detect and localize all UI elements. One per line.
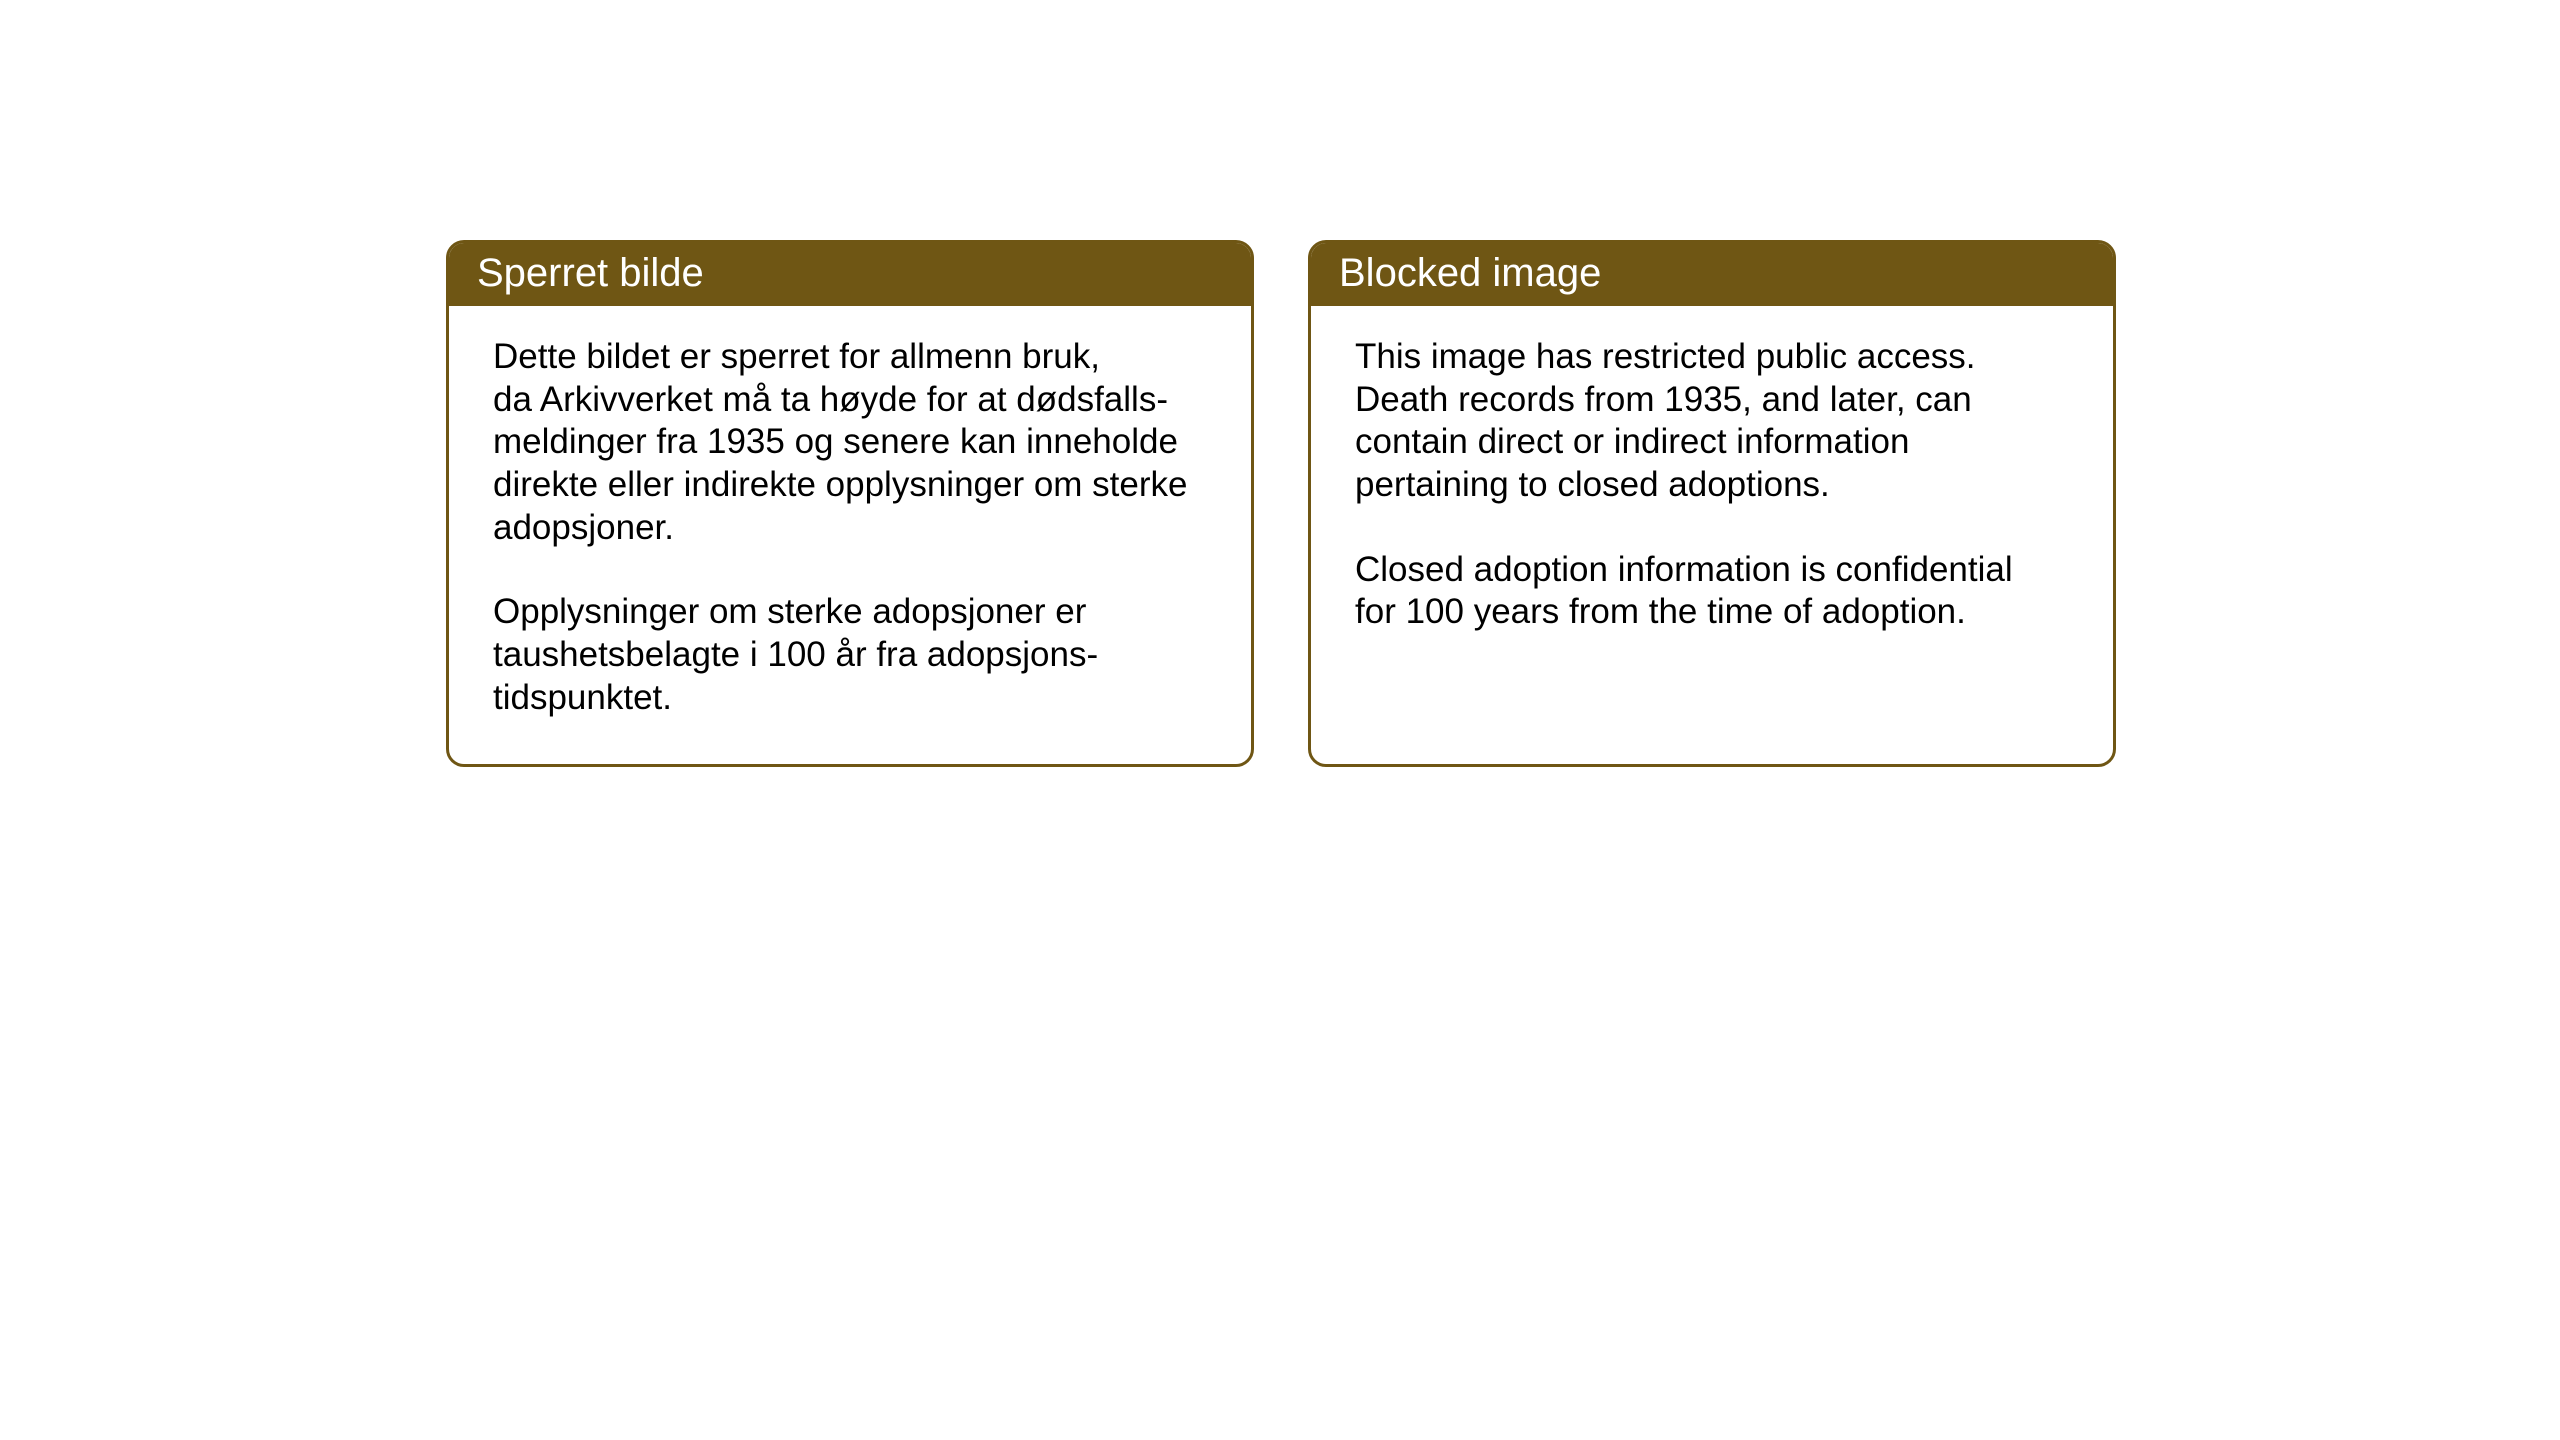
english-paragraph-2: Closed adoption information is confident…: [1355, 549, 2069, 634]
text-line: for 100 years from the time of adoption.: [1355, 591, 2069, 634]
norwegian-notice-body: Dette bildet er sperret for allmenn bruk…: [449, 306, 1251, 764]
english-notice-header: Blocked image: [1311, 243, 2113, 306]
norwegian-notice-box: Sperret bilde Dette bildet er sperret fo…: [446, 240, 1254, 767]
english-paragraph-1: This image has restricted public access.…: [1355, 336, 2069, 507]
english-notice-body: This image has restricted public access.…: [1311, 306, 2113, 678]
norwegian-notice-header: Sperret bilde: [449, 243, 1251, 306]
text-line: tidspunktet.: [493, 677, 1207, 720]
notice-container: Sperret bilde Dette bildet er sperret fo…: [0, 0, 2560, 767]
text-line: This image has restricted public access.: [1355, 336, 2069, 379]
norwegian-paragraph-1: Dette bildet er sperret for allmenn bruk…: [493, 336, 1207, 549]
text-line: direkte eller indirekte opplysninger om …: [493, 464, 1207, 507]
text-line: adopsjoner.: [493, 507, 1207, 550]
text-line: meldinger fra 1935 og senere kan innehol…: [493, 421, 1207, 464]
text-line: Death records from 1935, and later, can: [1355, 379, 2069, 422]
text-line: taushetsbelagte i 100 år fra adopsjons-: [493, 634, 1207, 677]
text-line: contain direct or indirect information: [1355, 421, 2069, 464]
norwegian-paragraph-2: Opplysninger om sterke adopsjoner er tau…: [493, 591, 1207, 719]
english-notice-box: Blocked image This image has restricted …: [1308, 240, 2116, 767]
text-line: da Arkivverket må ta høyde for at dødsfa…: [493, 379, 1207, 422]
text-line: Dette bildet er sperret for allmenn bruk…: [493, 336, 1207, 379]
text-line: Opplysninger om sterke adopsjoner er: [493, 591, 1207, 634]
text-line: pertaining to closed adoptions.: [1355, 464, 2069, 507]
text-line: Closed adoption information is confident…: [1355, 549, 2069, 592]
